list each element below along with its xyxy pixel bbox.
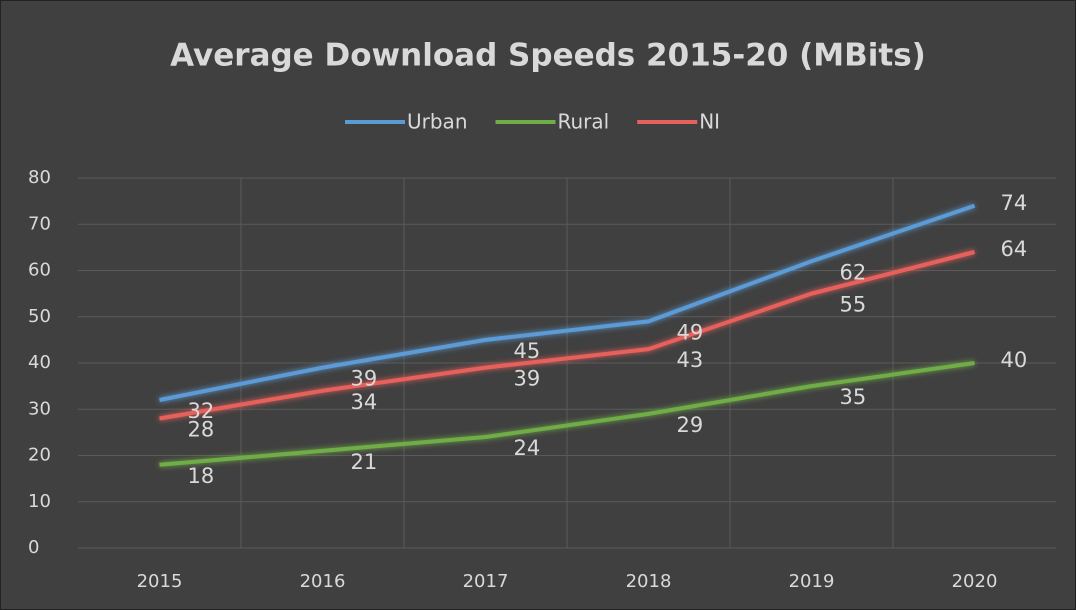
data-label: 49	[677, 320, 704, 344]
legend-label: Rural	[558, 110, 610, 134]
y-tick-label: 40	[28, 352, 51, 373]
x-tick-label: 2020	[952, 571, 998, 592]
y-tick-label: 70	[28, 213, 51, 234]
data-label: 32	[188, 399, 215, 423]
series-line	[159, 361, 975, 467]
data-label: 74	[1001, 191, 1028, 215]
y-tick-label: 0	[28, 537, 39, 558]
data-label: 43	[677, 348, 704, 372]
chart-title: Average Download Speeds 2015-20 (MBits)	[170, 38, 926, 74]
data-label: 39	[514, 367, 541, 391]
x-tick-label: 2017	[463, 571, 509, 592]
y-tick-label: 20	[28, 445, 51, 466]
y-tick-label: 60	[28, 260, 51, 281]
y-tick-label: 30	[28, 398, 51, 419]
x-tick-label: 2019	[789, 571, 835, 592]
data-label: 55	[840, 293, 867, 317]
x-tick-label: 2015	[137, 571, 183, 592]
data-label: 34	[351, 390, 378, 414]
data-label: 62	[840, 260, 867, 284]
y-tick-label: 10	[28, 491, 51, 512]
y-tick-label: 50	[28, 306, 51, 327]
series-line	[159, 250, 975, 421]
x-tick-label: 2016	[300, 571, 346, 592]
series-line	[159, 203, 976, 402]
data-label: 24	[514, 436, 541, 460]
y-tick-label: 80	[28, 167, 51, 188]
data-label: 28	[188, 418, 215, 442]
data-label: 35	[840, 385, 867, 409]
data-label: 64	[1001, 237, 1028, 261]
data-label: 18	[188, 464, 215, 488]
x-tick-label: 2018	[626, 571, 672, 592]
data-label: 40	[1001, 348, 1028, 372]
legend-label: Urban	[407, 110, 468, 134]
data-label: 21	[351, 450, 378, 474]
data-label: 45	[514, 339, 541, 363]
data-label: 39	[351, 367, 378, 391]
data-label: 29	[677, 413, 704, 437]
legend-label: NI	[699, 110, 720, 134]
